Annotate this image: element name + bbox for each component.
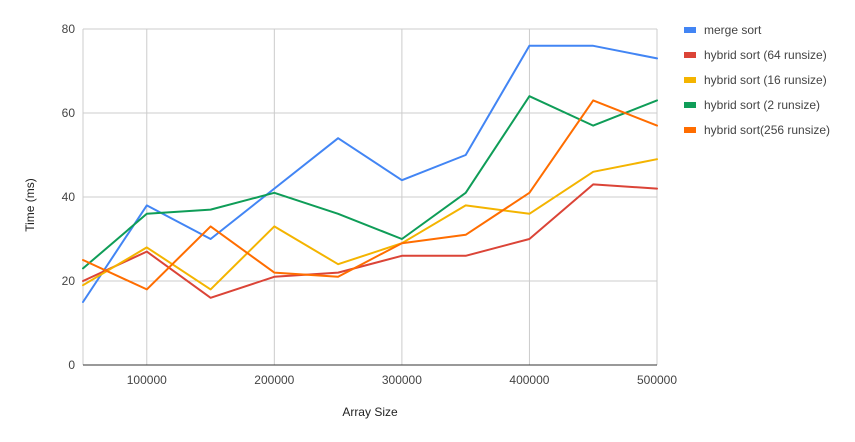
legend-swatch-hybrid-sort-16-runsize [684, 77, 696, 83]
legend-label-hybrid-sort-256-runsize: hybrid sort(256 runsize) [704, 123, 830, 137]
y-tick-label: 0 [68, 358, 75, 372]
legend-label-merge-sort: merge sort [704, 23, 762, 37]
series-line-hybrid-sort-64-runsize [82, 183, 658, 299]
y-tick-label: 40 [62, 190, 76, 204]
legend-label-hybrid-sort-16-runsize: hybrid sort (16 runsize) [704, 73, 827, 87]
series-line-merge-sort [82, 44, 658, 303]
series-line-hybrid-sort-16-runsize [82, 158, 658, 291]
legend-swatch-hybrid-sort-2-runsize [684, 102, 696, 108]
y-tick-label: 20 [62, 274, 76, 288]
legend-swatch-hybrid-sort-64-runsize [684, 52, 696, 58]
x-tick-label: 200000 [254, 373, 294, 387]
x-tick-label: 100000 [127, 373, 167, 387]
x-tick-label: 500000 [637, 373, 677, 387]
legend-swatch-hybrid-sort-256-runsize [684, 127, 696, 133]
legend: merge sort hybrid sort (64 runsize) hybrid… [684, 23, 830, 137]
series-line-hybrid-sort-2-runsize [82, 95, 658, 270]
y-tick-label: 60 [62, 106, 76, 120]
legend-label-hybrid-sort-64-runsize: hybrid sort (64 runsize) [704, 48, 827, 62]
x-tick-label: 300000 [382, 373, 422, 387]
series-line-hybrid-sort-256-runsize [82, 99, 658, 291]
x-axis-title: Array Size [342, 405, 398, 419]
legend-swatch-merge-sort [684, 27, 696, 33]
series-lines [82, 44, 658, 303]
x-tick-label: 400000 [509, 373, 549, 387]
y-axis-title: Time (ms) [23, 178, 37, 232]
y-tick-label: 80 [62, 22, 76, 36]
legend-label-hybrid-sort-2-runsize: hybrid sort (2 runsize) [704, 98, 820, 112]
axes: 0 20 40 60 80 100000 200000 300000 400000 500000 [62, 22, 678, 387]
grid [82, 28, 658, 365]
